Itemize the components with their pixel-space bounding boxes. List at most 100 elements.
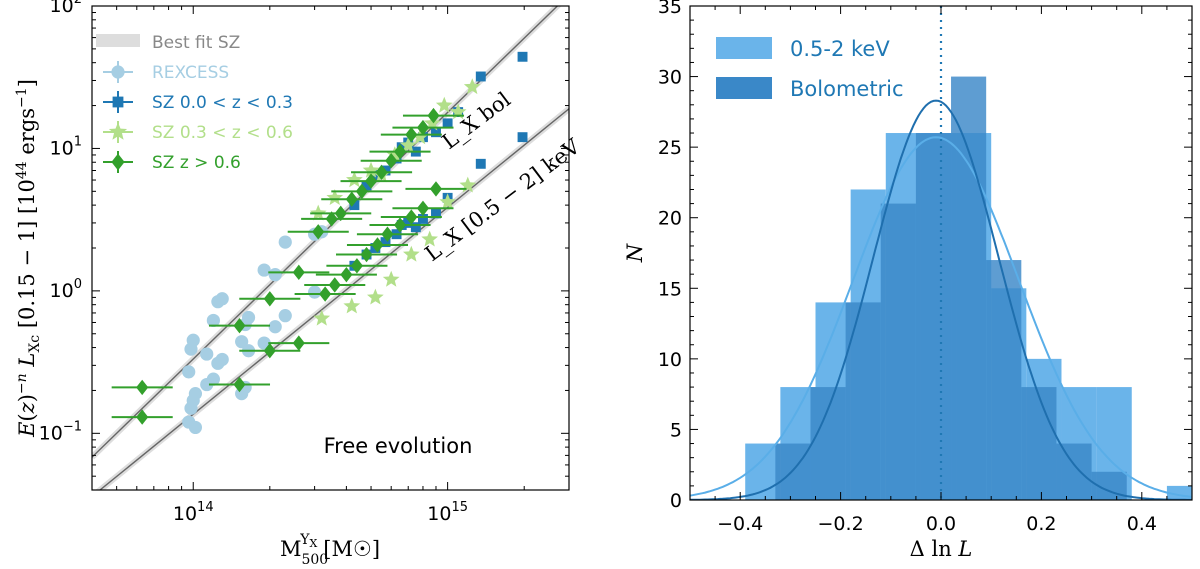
szhigh-point — [340, 266, 353, 283]
szlow-point — [517, 132, 528, 143]
hist-bar-bol — [951, 76, 987, 500]
y-tick-label: 0 — [670, 490, 682, 512]
szmid-point — [421, 230, 438, 247]
szmid-point — [423, 114, 441, 131]
szlow-point — [403, 217, 414, 228]
szhigh-point — [360, 246, 373, 263]
szhigh-point — [233, 376, 246, 393]
szmid-point — [382, 270, 400, 287]
szlow-point — [418, 213, 428, 224]
histograms — [745, 76, 1192, 500]
szlow-point — [410, 222, 421, 233]
gauss-curve-soft — [690, 136, 1192, 498]
rexcess-point — [206, 313, 220, 328]
rexcess-point — [206, 372, 220, 386]
szmid-point — [439, 193, 456, 210]
szhigh-point — [136, 379, 149, 396]
legend-swatch — [716, 37, 772, 59]
rexcess-point — [268, 268, 282, 282]
hist-bar-bol — [845, 302, 881, 500]
y-tick-label: 10−1 — [39, 419, 82, 444]
rexcess-point — [278, 309, 292, 323]
left-xlabel: M500YX [M☉] — [280, 532, 380, 568]
szlow-point — [431, 208, 441, 219]
legend-swatch — [716, 77, 772, 99]
legend-marker — [111, 153, 125, 171]
szhigh-point — [263, 291, 276, 307]
szhigh-point — [292, 335, 305, 351]
szmid-point — [403, 245, 420, 262]
szlow-point — [442, 118, 453, 129]
szhigh-point — [355, 183, 368, 200]
szhigh-point — [427, 107, 440, 124]
szmid-point — [367, 288, 384, 305]
hist-bar-bol — [880, 203, 916, 500]
szmid-point — [463, 78, 481, 95]
szlow-point — [475, 71, 486, 82]
szmid-point — [326, 189, 344, 205]
legend-label: 0.5-2 keV — [790, 37, 890, 61]
left-ticks: 1014 1015 10−1 100 101 102 — [39, 0, 570, 525]
legend-entry-rexcess: REXCESS — [103, 61, 229, 83]
szhigh-point — [263, 343, 276, 359]
rexcess-point — [200, 347, 214, 361]
rexcess-point — [268, 320, 282, 334]
fit-lines — [92, 6, 569, 490]
szhigh-point — [364, 173, 378, 189]
legend-entry-szhigh: SZ z > 0.6 — [103, 151, 241, 173]
szhigh-point — [345, 191, 358, 207]
legend-entry-bol: Bolometric — [716, 77, 904, 101]
rexcess-point — [182, 365, 196, 379]
szlow-point — [431, 127, 441, 138]
szhigh-point — [385, 153, 398, 169]
szhigh-point — [381, 226, 394, 242]
szhigh-point — [319, 286, 332, 302]
data-points — [111, 51, 528, 435]
szlow-point — [361, 180, 372, 191]
szlow-point — [349, 200, 360, 211]
x-tick-label: 0.0 — [926, 513, 956, 535]
legend-marker — [111, 65, 125, 79]
legend-label: SZ 0.0 < z < 0.3 — [152, 93, 293, 113]
legend-label: Bolometric — [790, 77, 904, 101]
hist-bar-bol — [1021, 387, 1057, 500]
szlow-point — [380, 237, 391, 248]
rexcess-point — [257, 263, 271, 277]
right-ticks: −0.4 −0.2 0.0 0.2 0.4 0 5 10 15 20 25 30 35 — [658, 0, 1193, 535]
x-tick-label: −0.4 — [717, 513, 763, 535]
right-panel: −0.4 −0.2 0.0 0.2 0.4 0 5 10 15 20 25 30 35 Δ ln L N… — [623, 0, 1193, 561]
legend-entry-szmid: SZ 0.3 < z < 0.6 — [103, 121, 293, 143]
left-ylabel: E(z)−n LXc [0.15 − 1] [1044 ergs−1] — [14, 79, 43, 438]
szmid-point — [449, 103, 467, 120]
legend-swatch — [96, 34, 140, 47]
y-tick-label: 20 — [658, 208, 682, 230]
rexcess-point — [235, 335, 249, 349]
szhigh-point — [393, 217, 407, 233]
y-tick-label: 25 — [658, 137, 682, 159]
szhigh-point — [371, 237, 384, 253]
rexcess-point — [188, 387, 203, 401]
gauss-curve-bol — [690, 99, 1192, 500]
y-tick-label: 10 — [658, 349, 682, 371]
szhigh-point — [375, 164, 388, 180]
szlow-point — [517, 51, 528, 62]
rexcess-point — [241, 310, 256, 325]
left-legend: Best fit SZ REXCESS SZ 0.0 < z < 0.3 SZ 0.3… — [96, 33, 293, 173]
szhigh-point — [312, 224, 325, 240]
szhigh-point — [405, 209, 418, 225]
szhigh-point — [136, 409, 149, 425]
rexcess-point — [182, 415, 196, 429]
szhigh-point — [334, 205, 347, 222]
rexcess-point — [215, 292, 229, 306]
szmid-point — [399, 136, 417, 153]
x-tick-label: 1014 — [173, 500, 214, 525]
x-tick-label: 0.4 — [1127, 513, 1157, 535]
hist-bar-bol — [915, 133, 952, 500]
hist-bar-bol — [810, 387, 846, 500]
szhigh-point — [416, 119, 430, 136]
szhigh-point — [429, 181, 443, 197]
gaussian-curves — [690, 6, 1192, 500]
y-tick-label: 35 — [658, 0, 682, 18]
fit-line — [92, 6, 559, 458]
szhigh-point — [393, 143, 407, 160]
